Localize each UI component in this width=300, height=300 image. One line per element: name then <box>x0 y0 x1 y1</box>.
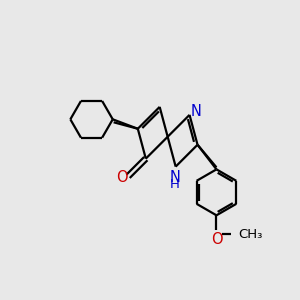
Text: N: N <box>190 104 201 119</box>
Text: O: O <box>116 170 127 185</box>
Text: N: N <box>169 170 181 185</box>
Text: H: H <box>170 178 180 191</box>
Text: O: O <box>211 232 222 247</box>
Text: CH₃: CH₃ <box>238 228 262 241</box>
